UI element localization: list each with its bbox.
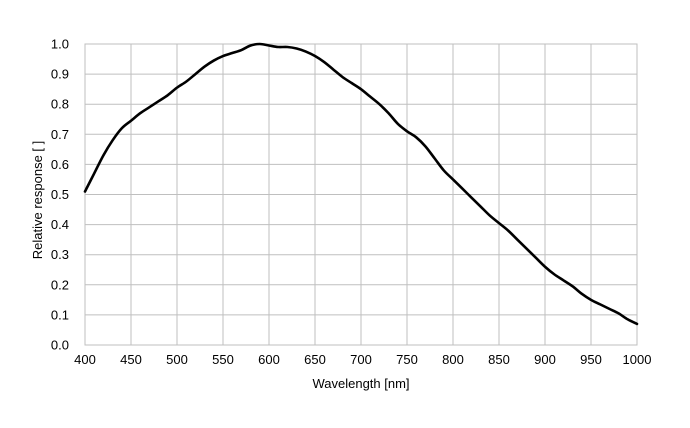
x-tick-label: 600 (258, 352, 280, 367)
x-tick-label: 1000 (623, 352, 652, 367)
y-tick-label: 0.0 (51, 338, 69, 353)
y-tick-label: 0.2 (51, 277, 69, 292)
x-axis-title: Wavelength [nm] (312, 376, 409, 391)
y-tick-label: 0.4 (51, 217, 69, 232)
y-tick-label: 1.0 (51, 37, 69, 52)
response-curve (83, 42, 639, 326)
y-axis-title: Relative response [ ] (30, 141, 45, 260)
x-tick-label: 750 (396, 352, 418, 367)
y-tick-label: 0.5 (51, 187, 69, 202)
y-tick-label: 0.1 (51, 307, 69, 322)
plot-area-frame (84, 43, 638, 346)
x-tick-label: 900 (534, 352, 556, 367)
x-tick-label: 700 (350, 352, 372, 367)
x-tick-label: 400 (74, 352, 96, 367)
x-tick-label: 850 (488, 352, 510, 367)
y-tick-label: 0.9 (51, 67, 69, 82)
grid-lines (84, 43, 638, 346)
x-tick-label: 550 (212, 352, 234, 367)
x-tick-label: 500 (166, 352, 188, 367)
x-tick-label: 950 (580, 352, 602, 367)
y-axis-tick-labels: 0.0 0.1 0.2 0.3 0.4 0.5 0.6 0.7 0.8 0.9 1.0 (51, 37, 69, 353)
y-tick-label: 0.7 (51, 127, 69, 142)
y-tick-label: 0.3 (51, 247, 69, 262)
x-tick-label: 650 (304, 352, 326, 367)
y-tick-label: 0.8 (51, 97, 69, 112)
x-tick-label: 450 (120, 352, 142, 367)
y-tick-label: 0.6 (51, 157, 69, 172)
series-layer (83, 42, 639, 326)
x-axis-tick-labels: 400 450 500 550 600 650 700 750 800 850 900 950 1000 (74, 352, 651, 367)
x-tick-label: 800 (442, 352, 464, 367)
